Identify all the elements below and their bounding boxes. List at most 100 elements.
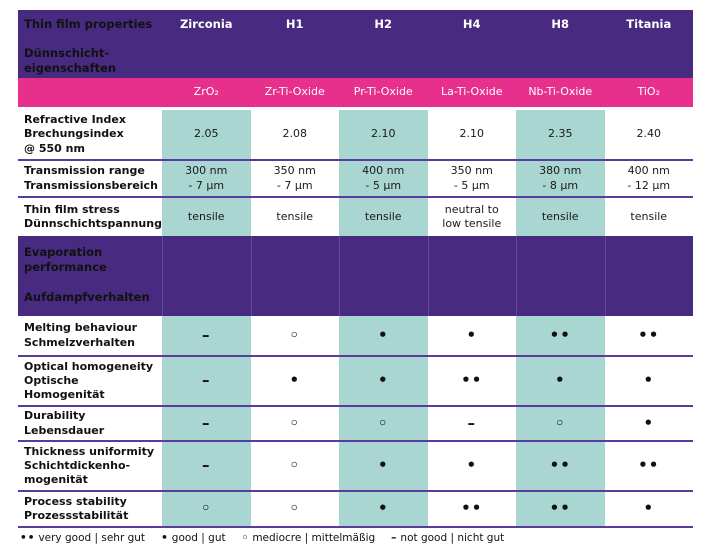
rating-cell: – [162,316,251,355]
rating-cell: ◦ [516,407,605,440]
rating-cell: • [466,456,478,475]
material-cell: ZrO₂ [193,85,219,99]
table-cell: tensile [162,198,251,236]
row-label: Thickness uniformity Schichtdickenho- mo… [24,444,155,487]
section-band-cell [516,236,605,316]
legend-label: mediocre | mittelmäßig [252,532,376,544]
column-header-h8: H8 [551,17,570,31]
row-label: Melting behaviour Schmelzverhalten [24,321,138,349]
material-cell: Pr-Ti-Oxide [353,85,413,99]
rating-cell: • [289,371,301,390]
table-cell: 350 nm - 5 µm [450,164,493,192]
table-cell: 400 nm - 5 µm [339,161,428,196]
column-header-h4: H4 [462,17,481,31]
section-band-cell [604,236,694,316]
rating-cell: • [339,492,428,526]
table-title: Thin film properties Dünnschicht- eigens… [18,10,162,78]
legend-item-very-good: •• very good | sehr gut [20,532,145,544]
table-cell: 2.08 [282,127,308,141]
table-title-de: Dünnschicht- eigenschaften [24,45,117,75]
materials-row-spacer [18,78,162,107]
rating-cell: •• [638,325,660,344]
legend-label: good | gut [171,532,226,544]
rating-cell: ◦ [289,413,301,432]
table-cell: 400 nm - 12 µm [627,164,671,192]
material-cell: TiO₂ [637,85,660,99]
rating-cell: •• [461,499,483,518]
section-header-evaporation-performance: Evaporation performance Aufdampfverhalte… [18,236,693,316]
row-label: Thin film stress Dünnschichtspannung [24,202,162,230]
rating-cell: ◦ [289,499,301,518]
thin-film-properties-table: Thin film properties Dünnschicht- eigens… [18,10,693,528]
rating-cell: ◦ [162,492,251,526]
table-cell: tensile [276,209,314,223]
table-cell: 380 nm - 8 µm [516,161,605,196]
rating-cell: •• [516,442,605,490]
table-cell: 300 nm - 7 µm [162,161,251,196]
table-cell: tensile [339,198,428,236]
table-row-refractive-index: Refractive Index Brechungsindex @ 550 nm… [18,110,693,161]
table-cell: 2.10 [339,110,428,159]
section-band-cell [250,236,340,316]
rating-cell: •• [638,456,660,475]
material-cell: La-Ti-Oxide [440,85,503,99]
table-row-durability: Durability Lebensdauer – ◦ ◦ – ◦ • [18,407,693,442]
material-cell: Zr-Ti-Oxide [264,85,325,99]
legend-symbol: ◦ [241,532,250,544]
section-band-cell [339,236,428,316]
table-cell: tensile [516,198,605,236]
rating-cell: • [466,325,478,344]
rating-cell: • [339,357,428,405]
table-header-row: Thin film properties Dünnschicht- eigens… [18,10,693,78]
table-row-thin-film-stress: Thin film stress Dünnschichtspannung ten… [18,198,693,236]
rating-cell: •• [516,316,605,355]
table-cell: tensile [630,209,668,223]
legend-symbol: • [161,532,169,544]
column-header-zirconia: Zirconia [179,17,233,31]
rating-cell: • [339,316,428,355]
section-band-cell [162,236,251,316]
row-label: Optical homogeneity Optische Homogenität [24,359,154,402]
section-band-cell [427,236,517,316]
rating-cell: ◦ [339,407,428,440]
legend-symbol: •• [20,532,36,544]
rating-cell: – [467,413,476,432]
table-cell: 2.05 [162,110,251,159]
table-cell: 2.40 [636,127,662,141]
rating-cell: – [162,407,251,440]
materials-row: ZrO₂ Zr-Ti-Oxide Pr-Ti-Oxide La-Ti-Oxide… [18,78,693,110]
table-cell: neutral to low tensile [442,202,502,230]
row-label: Refractive Index Brechungsindex @ 550 nm [24,113,126,155]
rating-cell: ◦ [289,456,301,475]
table-cell: 350 nm - 7 µm [273,164,316,192]
rating-cell: •• [461,371,483,390]
material-cell: Nb-Ti-Oxide [528,85,593,99]
table-row-process-stability: Process stability Prozessstabilität ◦ ◦ … [18,492,693,528]
table-row-optical-homogeneity: Optical homogeneity Optische Homogenität… [18,357,693,407]
table-row-transmission-range: Transmission range Transmissionsbereich … [18,161,693,198]
table-row-thickness-uniformity: Thickness uniformity Schichtdickenho- mo… [18,442,693,492]
column-header-h1: H1 [285,17,304,31]
legend-item-not-good: – not good | nicht gut [391,532,504,544]
table-row-melting-behaviour: Melting behaviour Schmelzverhalten – ◦ •… [18,316,693,357]
rating-cell: • [339,442,428,490]
column-header-titania: Titania [626,17,672,31]
rating-cell: – [162,357,251,405]
legend-label: not good | nicht gut [400,532,505,544]
table-cell: 2.35 [516,110,605,159]
legend-symbol: – [391,532,398,544]
rating-cell: • [643,499,655,518]
legend-item-good: • good | gut [161,532,226,544]
section-label: Evaporation performance Aufdampfverhalte… [24,245,150,304]
table-cell: 2.10 [459,127,485,141]
row-label: Transmission range Transmissionsbereich [24,164,158,192]
legend-label: very good | sehr gut [38,532,146,544]
legend-item-mediocre: ◦ mediocre | mittelmäßig [242,532,376,544]
column-header-h2: H2 [374,17,393,31]
rating-cell: •• [516,492,605,526]
rating-cell: • [643,413,655,432]
rating-cell: ◦ [289,325,301,344]
rating-cell: • [643,371,655,390]
row-label: Process stability Prozessstabilität [24,494,129,522]
rating-legend: •• very good | sehr gut • good | gut ◦ m… [20,532,504,544]
